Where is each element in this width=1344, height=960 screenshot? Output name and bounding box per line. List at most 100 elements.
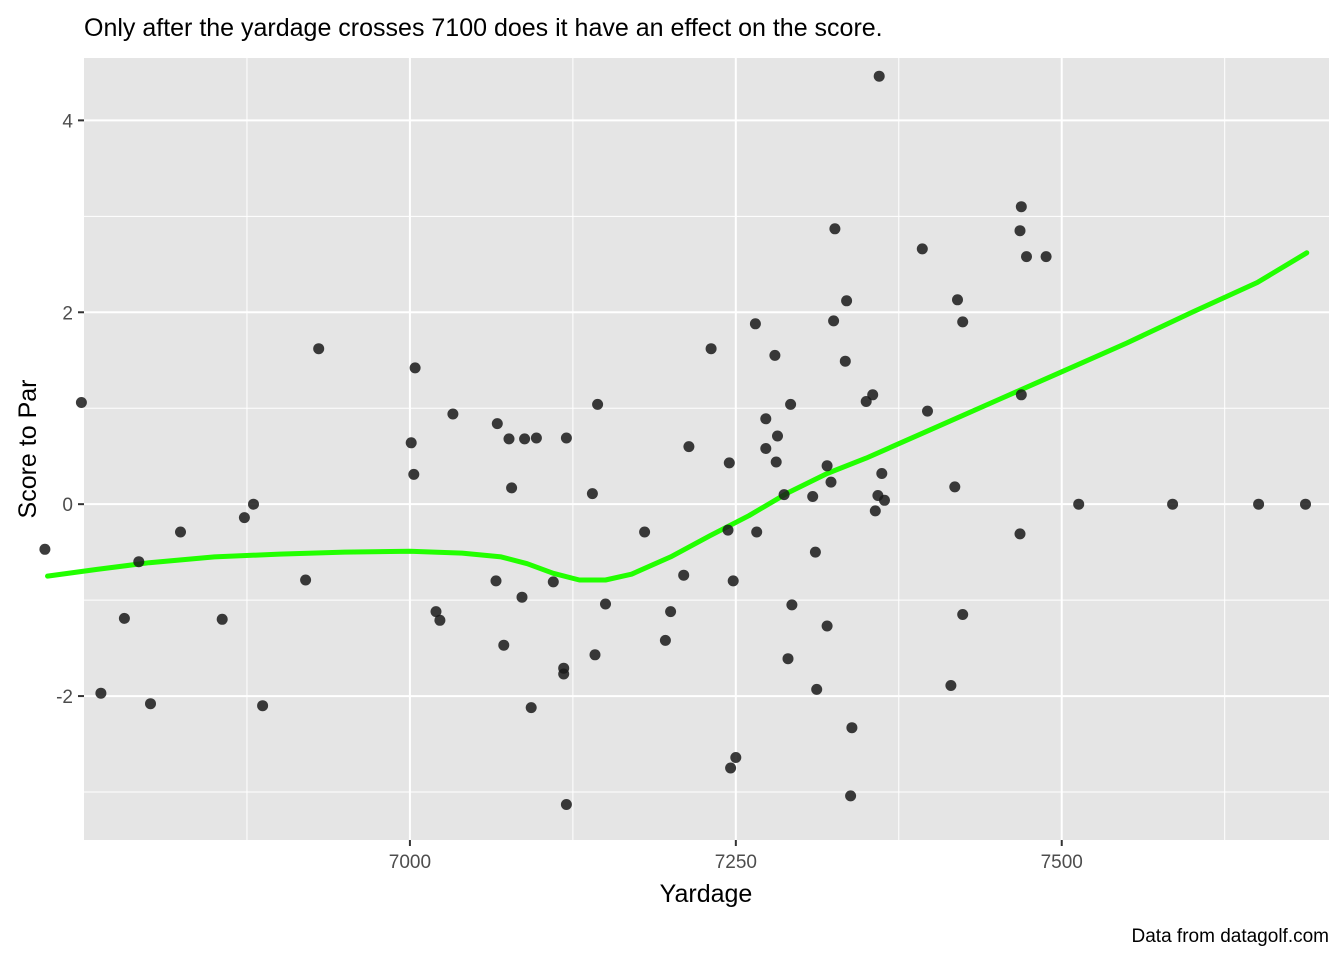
data-point [807, 491, 819, 502]
data-point [145, 698, 156, 710]
data-point [1253, 498, 1265, 510]
data-point [873, 70, 885, 82]
data-point [725, 762, 737, 774]
data-point [558, 662, 570, 674]
data-point [600, 598, 611, 610]
data-point [727, 575, 739, 587]
data-point [1015, 389, 1027, 401]
data-point [867, 389, 879, 401]
data-point [1021, 251, 1032, 263]
data-point [95, 687, 107, 699]
data-point [516, 591, 528, 603]
y-axis: -2 0 2 4 [56, 111, 84, 708]
data-point [665, 606, 677, 618]
data-point [821, 460, 833, 472]
data-point [760, 443, 772, 454]
data-point [257, 700, 269, 712]
data-point [705, 343, 717, 355]
data-point [560, 799, 572, 810]
data-point [1300, 498, 1311, 510]
data-point [175, 526, 186, 538]
data-point [845, 790, 857, 802]
data-point [434, 614, 446, 626]
data-point [75, 397, 87, 408]
data-point [408, 468, 420, 480]
data-point [248, 498, 259, 510]
data-point [300, 574, 312, 586]
data-point [589, 649, 601, 661]
data-point [751, 526, 763, 538]
data-point [560, 432, 572, 444]
data-point [586, 488, 598, 500]
data-point [1040, 251, 1052, 263]
smooth-layer [45, 250, 1310, 583]
data-point [39, 543, 51, 555]
data-point [778, 489, 790, 501]
data-point [530, 432, 542, 444]
data-point [782, 653, 794, 665]
data-point [490, 575, 502, 587]
data-point [405, 437, 417, 449]
data-point [957, 609, 969, 620]
data-point [770, 456, 782, 468]
data-point [876, 468, 888, 479]
data-point [133, 556, 145, 568]
data-point [592, 398, 604, 410]
data-point [785, 398, 797, 410]
y-tick-label: -2 [56, 687, 73, 708]
data-point [506, 482, 518, 494]
data-point [916, 243, 928, 255]
data-point [841, 295, 853, 307]
data-point [491, 418, 503, 430]
data-point [1073, 498, 1085, 510]
data-point [869, 505, 881, 517]
x-tick-label: 7500 [1041, 852, 1083, 873]
data-point [811, 683, 823, 695]
data-point [216, 613, 228, 625]
data-point [547, 576, 559, 588]
data-point [949, 481, 961, 493]
data-point [498, 639, 510, 651]
data-point [1015, 201, 1027, 213]
data-point [846, 722, 858, 734]
data-point [829, 223, 841, 235]
data-point [957, 316, 969, 328]
data-point [825, 476, 837, 488]
x-tick-label: 7000 [389, 852, 431, 873]
data-point [503, 433, 515, 445]
data-point [639, 526, 651, 538]
y-axis-title: Score to Par [14, 380, 42, 519]
data-point [730, 752, 742, 763]
data-point [722, 524, 734, 536]
smooth-line [45, 250, 1310, 583]
data-point [828, 315, 840, 327]
data-point [447, 408, 459, 420]
data-point [945, 680, 957, 691]
data-point [839, 355, 851, 367]
data-point [525, 702, 537, 714]
data-point [723, 457, 735, 469]
data-point [879, 494, 890, 506]
x-tick-label: 7250 [715, 852, 757, 873]
data-point [760, 413, 772, 425]
data-point [786, 599, 798, 611]
data-point [749, 318, 761, 330]
caption: Data from datagolf.com [1132, 926, 1329, 947]
data-point [1014, 225, 1026, 237]
data-point [118, 612, 130, 624]
data-point [821, 620, 833, 632]
x-axis: 7000 7250 7500 [389, 840, 1083, 873]
data-point [1167, 498, 1179, 510]
data-point [409, 362, 421, 374]
plot-panel [84, 58, 1329, 840]
data-point [809, 546, 821, 558]
y-tick-label: 4 [62, 111, 73, 132]
data-point [519, 433, 531, 445]
data-point [772, 430, 783, 442]
data-point [922, 405, 933, 417]
x-axis-title: Yardage [660, 880, 753, 908]
gridlines [84, 58, 1329, 840]
data-point [683, 441, 695, 453]
data-point [238, 512, 250, 524]
